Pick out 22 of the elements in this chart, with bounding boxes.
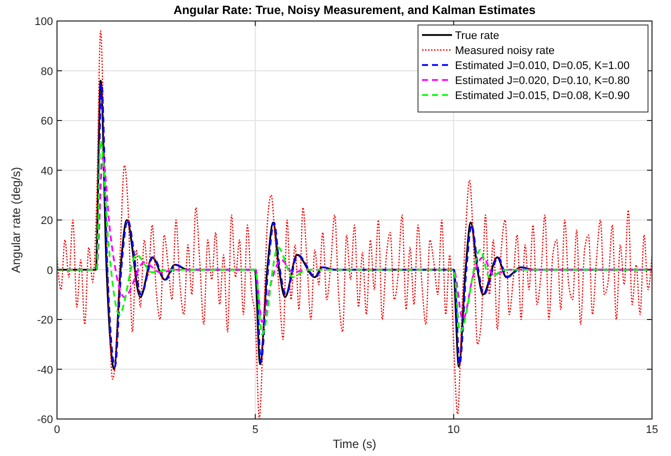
legend-label: Estimated J=0.020, D=0.10, K=0.80 [455,75,630,87]
y-tick-label: 40 [40,165,53,178]
x-tick-label: 5 [252,424,258,436]
y-tick-label: -20 [37,314,53,326]
legend-label: True rate [455,30,500,42]
chart-title: Angular Rate: True, Noisy Measurement, and Kalman Estimates [173,3,536,17]
y-tick-label: -60 [37,414,53,426]
line-series [57,30,652,419]
legend-label: Estimated J=0.015, D=0.08, K=0.90 [455,90,630,102]
legend-label: Measured noisy rate [455,45,555,57]
y-tick-label: 20 [40,215,53,227]
x-axis-title: Time (s) [332,437,376,451]
y-tick-label: -40 [37,364,53,376]
x-tick-label: 10 [448,424,460,436]
y-tick-label: 0 [46,264,53,277]
y-axis-title: Angular rate (deg/s) [9,166,23,274]
y-tick-label: 60 [40,116,53,128]
x-tick-label: 15 [646,424,658,436]
legend-label: Estimated J=0.010, D=0.05, K=1.00 [455,60,630,72]
y-tick-label: 100 [34,16,53,28]
y-tick-label: 80 [40,66,53,78]
x-tick-label: 0 [54,424,60,436]
